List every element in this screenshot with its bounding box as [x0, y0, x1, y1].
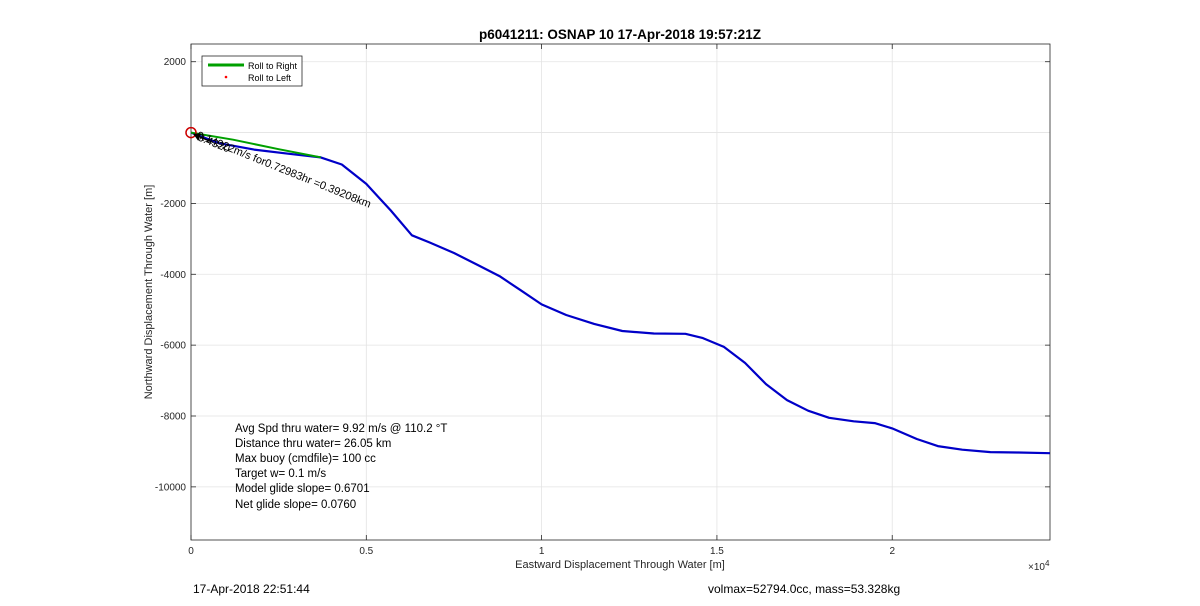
chart-title: p6041211: OSNAP 10 17-Apr-2018 19:57:21Z — [479, 27, 761, 42]
vector-annotation: 3.4320 0.14922m/s for0.72983hr =0.39208k… — [195, 130, 373, 211]
info-line-model-glide: Model glide slope= 0.6701 — [235, 483, 370, 495]
legend-label-roll-right: Roll to Right — [248, 61, 298, 71]
y-tick-label: -6000 — [160, 341, 186, 352]
series-line-roll-to-right — [190, 131, 321, 159]
x-axis-label: Eastward Displacement Through Water [m] — [515, 559, 725, 571]
info-line-avg-speed: Avg Spd thru water= 9.92 m/s @ 110.2 °T — [235, 423, 447, 435]
y-tick-label: 2000 — [164, 57, 187, 68]
y-tick-label: -4000 — [160, 270, 186, 281]
x-multiplier-base: ×10 — [1028, 562, 1045, 573]
y-tick-label: -2000 — [160, 199, 186, 210]
y-axis-label: Northward Displacement Through Water [m] — [143, 185, 155, 400]
info-line-max-buoy: Max buoy (cmdfile)= 100 cc — [235, 453, 376, 465]
x-axis-multiplier: ×104 — [1028, 559, 1050, 573]
series-line-track — [190, 131, 1051, 455]
x-multiplier-exponent: 4 — [1045, 559, 1050, 568]
x-tick-label: 0.5 — [359, 546, 373, 557]
footer-timestamp: 17-Apr-2018 22:51:44 — [193, 582, 310, 596]
x-tick-label: 1.5 — [710, 546, 724, 557]
x-tick-label: 1 — [539, 546, 545, 557]
footer-mass-info: volmax=52794.0cc, mass=53.328kg — [708, 582, 901, 596]
y-tick-label: -8000 — [160, 412, 186, 423]
grid — [190, 44, 1050, 540]
start-marker — [185, 126, 197, 139]
series-layer — [185, 126, 1051, 455]
legend: Roll to Right Roll to Left — [201, 55, 303, 87]
info-line-net-glide: Net glide slope= 0.0760 — [235, 499, 356, 511]
plot-area-frame — [190, 43, 1051, 541]
y-tick-label: -10000 — [155, 482, 187, 493]
info-text-block: Avg Spd thru water= 9.92 m/s @ 110.2 °T … — [235, 423, 447, 511]
info-line-target-w: Target w= 0.1 m/s — [235, 468, 326, 480]
x-tick-label: 0 — [188, 546, 194, 557]
x-tick-label: 2 — [889, 546, 895, 557]
legend-box — [201, 55, 303, 87]
legend-label-roll-left: Roll to Left — [248, 73, 292, 83]
legend-swatch-roll-left — [224, 75, 228, 79]
axis-ticks: 0 0.5 1 1.5 2 2000 -2000 -4000 -6000 -8000 -10000 — [155, 44, 1050, 557]
info-line-distance: Distance thru water= 26.05 km — [235, 438, 391, 450]
vector-arrow-head — [193, 133, 201, 141]
vector-label: 0.14922m/s for0.72983hr =0.39208km — [195, 130, 373, 211]
